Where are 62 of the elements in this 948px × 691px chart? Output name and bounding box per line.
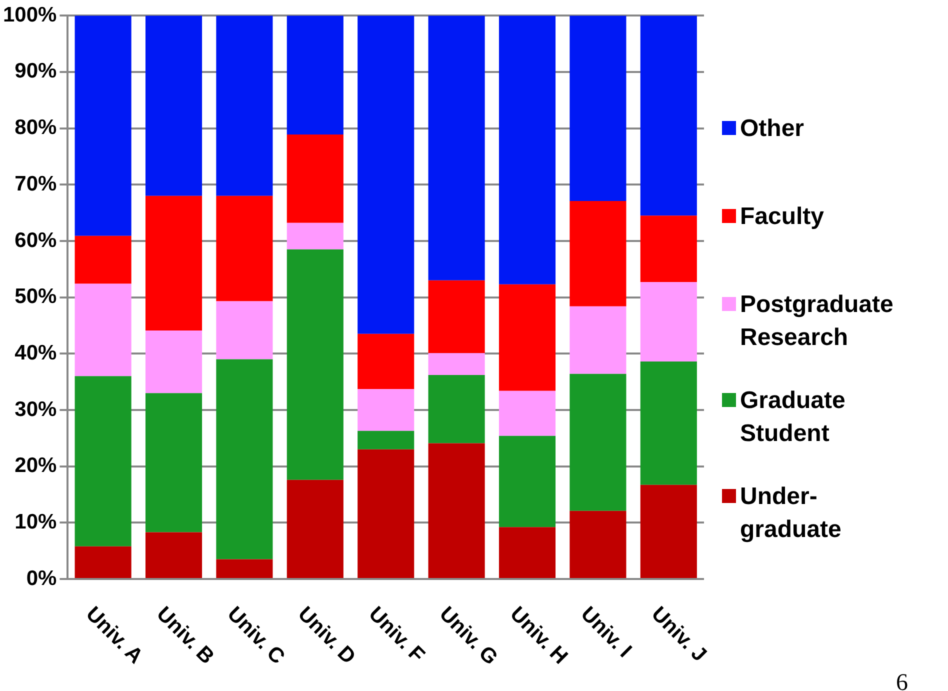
bar	[570, 16, 626, 201]
bar	[428, 280, 485, 354]
bar	[570, 306, 626, 374]
y-tick-label: 20%	[14, 454, 58, 478]
bar	[286, 480, 344, 578]
bar	[640, 362, 697, 485]
bar	[570, 374, 626, 511]
y-tick-label: 0%	[26, 566, 58, 590]
y-tick-label: 50%	[14, 285, 58, 308]
bar	[358, 449, 414, 578]
y-tick-label: 100%	[2, 3, 58, 26]
bar	[428, 16, 485, 280]
bar	[358, 16, 414, 334]
legend-label: Under-graduate	[740, 482, 842, 545]
bar	[74, 376, 132, 546]
bar	[640, 484, 697, 578]
bar	[498, 16, 556, 284]
bar	[216, 196, 273, 302]
bar	[498, 284, 556, 391]
bar	[570, 510, 626, 578]
bar	[145, 532, 202, 578]
bar	[640, 216, 697, 282]
bar	[286, 222, 344, 250]
legend-label: Postgraduate Research	[740, 290, 894, 353]
bar	[286, 249, 344, 480]
bar	[216, 16, 273, 196]
y-tick-label: 90%	[14, 60, 58, 83]
bar	[286, 16, 344, 134]
bar	[428, 443, 485, 578]
y-tick-label: 30%	[14, 398, 58, 421]
legend-label: Other	[740, 114, 804, 144]
legend-label: Graduate Student	[740, 386, 846, 449]
bar	[498, 527, 556, 578]
text: 6	[896, 670, 908, 691]
y-tick-label: 80%	[14, 116, 58, 140]
bar	[145, 330, 202, 394]
bar	[74, 16, 132, 236]
bar	[74, 546, 132, 578]
bar	[216, 359, 273, 560]
bar	[640, 16, 697, 216]
bar	[498, 390, 556, 436]
bar	[498, 436, 556, 528]
bar	[358, 430, 414, 450]
bar	[640, 282, 697, 362]
bar	[145, 393, 202, 532]
legend-label: Faculty	[740, 202, 824, 232]
bar	[428, 353, 485, 376]
y-tick-label: 60%	[14, 228, 58, 252]
y-tick-label: 40%	[14, 341, 58, 364]
bar	[358, 334, 414, 390]
bar	[74, 236, 132, 284]
bar	[428, 375, 485, 444]
y-tick-label: 10%	[14, 510, 58, 534]
bar	[286, 134, 344, 223]
bar	[570, 200, 626, 306]
bar	[216, 301, 273, 360]
bar	[358, 389, 414, 431]
bar	[74, 284, 132, 376]
bar	[145, 16, 202, 196]
bar	[216, 559, 273, 578]
y-tick-label: 70%	[14, 172, 58, 196]
bar	[145, 196, 202, 331]
